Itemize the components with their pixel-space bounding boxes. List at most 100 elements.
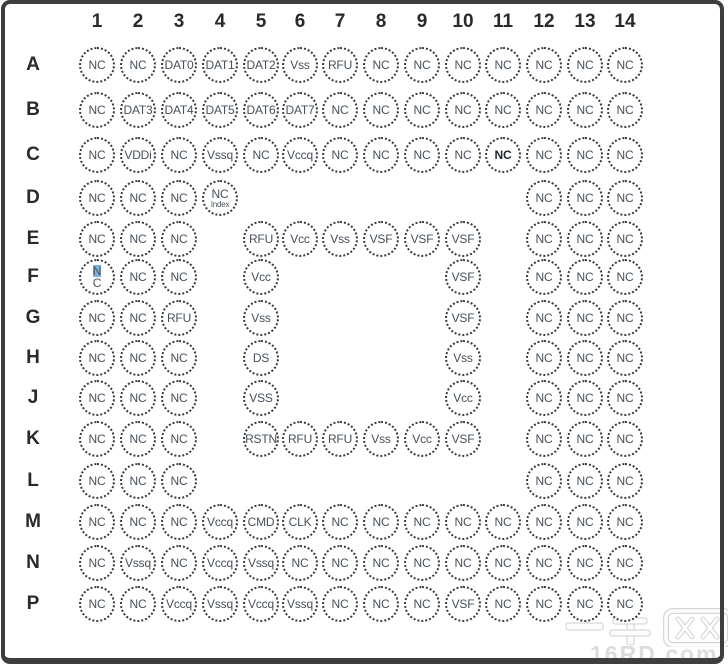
ball-K13: NC	[567, 421, 603, 457]
column-label-6: 6	[294, 11, 306, 32]
ball-B1: NC	[79, 92, 115, 128]
ball-N12: NC	[526, 545, 562, 581]
row-label-N: N	[26, 552, 40, 573]
ball-P10: VSF	[445, 586, 481, 622]
ball-M12: NC	[526, 504, 562, 540]
ball-C5: NC	[243, 137, 279, 173]
ball-K12: NC	[526, 421, 562, 457]
ball-M11: NC	[485, 504, 521, 540]
column-label-12: 12	[533, 11, 555, 32]
ball-F14: NC	[607, 259, 643, 295]
ball-C7: NC	[322, 137, 358, 173]
ball-M10: NC	[445, 504, 481, 540]
ball-A2: NC	[120, 47, 156, 83]
ball-C3: NC	[161, 137, 197, 173]
ball-B7: NC	[322, 92, 358, 128]
ball-H2: NC	[120, 340, 156, 376]
row-label-F: F	[27, 266, 39, 287]
ball-D4: NC Index	[202, 180, 238, 216]
ball-D1: NC	[79, 180, 115, 216]
ball-N2: Vssq	[120, 545, 156, 581]
ball-N9: NC	[404, 545, 440, 581]
ball-N3: NC	[161, 545, 197, 581]
ball-H13: NC	[567, 340, 603, 376]
row-label-P: P	[26, 593, 40, 614]
row-label-E: E	[26, 228, 40, 249]
ball-A9: NC	[404, 47, 440, 83]
ball-E1: NC	[79, 221, 115, 257]
ball-K2: NC	[120, 421, 156, 457]
ball-B10: NC	[445, 92, 481, 128]
ball-B11: NC	[485, 92, 521, 128]
ball-C11: NC	[485, 137, 521, 173]
ball-A7: RFU	[322, 47, 358, 83]
ball-E9: VSF	[404, 221, 440, 257]
ball-A10: NC	[445, 47, 481, 83]
ball-H5: DS	[243, 340, 279, 376]
ball-B14: NC	[607, 92, 643, 128]
ball-J10: Vcc	[445, 380, 481, 416]
ball-G5: Vss	[243, 300, 279, 336]
ball-N7: NC	[322, 545, 358, 581]
ball-C8: NC	[363, 137, 399, 173]
ball-B8: NC	[363, 92, 399, 128]
ball-C9: NC	[404, 137, 440, 173]
ball-M9: NC	[404, 504, 440, 540]
ball-D2: NC	[120, 180, 156, 216]
ball-K8: Vss	[363, 421, 399, 457]
ball-K5: RSTN	[243, 421, 279, 457]
ball-K1: NC	[79, 421, 115, 457]
ball-E10: VSF	[445, 221, 481, 257]
ball-G3: RFU	[161, 300, 197, 336]
ball-P9: NC	[404, 586, 440, 622]
ball-L1: NC	[79, 463, 115, 499]
column-label-2: 2	[132, 11, 144, 32]
ball-J2: NC	[120, 380, 156, 416]
ball-P4: Vssq	[202, 586, 238, 622]
ball-P6: Vssq	[282, 586, 318, 622]
ball-E14: NC	[607, 221, 643, 257]
ball-M8: NC	[363, 504, 399, 540]
ball-P5: Vccq	[243, 586, 279, 622]
ball-J1: NC	[79, 380, 115, 416]
ball-N6: NC	[282, 545, 318, 581]
ball-A8: NC	[363, 47, 399, 83]
ball-J13: NC	[567, 380, 603, 416]
ball-M7: NC	[322, 504, 358, 540]
ball-M1: NC	[79, 504, 115, 540]
ball-F2: NC	[120, 259, 156, 295]
ball-N8: NC	[363, 545, 399, 581]
ball-G2: NC	[120, 300, 156, 336]
ball-C4: Vssq	[202, 137, 238, 173]
ball-B2: DAT3	[120, 92, 156, 128]
ball-P8: NC	[363, 586, 399, 622]
ball-C2: VDDi	[120, 137, 156, 173]
ball-E2: NC	[120, 221, 156, 257]
ball-A13: NC	[567, 47, 603, 83]
ball-E8: VSF	[363, 221, 399, 257]
ball-E6: Vcc	[282, 221, 318, 257]
ball-G10: VSF	[445, 300, 481, 336]
ball-G13: NC	[567, 300, 603, 336]
ball-D13: NC	[567, 180, 603, 216]
ball-A11: NC	[485, 47, 521, 83]
ball-P12: NC	[526, 586, 562, 622]
ball-M6: CLK	[282, 504, 318, 540]
row-label-A: A	[26, 54, 40, 75]
ball-G12: NC	[526, 300, 562, 336]
column-label-4: 4	[214, 11, 226, 32]
column-label-5: 5	[255, 11, 267, 32]
ball-L13: NC	[567, 463, 603, 499]
ball-H3: NC	[161, 340, 197, 376]
row-label-K: K	[26, 428, 40, 449]
ball-G1: NC	[79, 300, 115, 336]
ball-N5: Vssq	[243, 545, 279, 581]
column-label-10: 10	[452, 11, 474, 32]
ball-A4: DAT1	[202, 47, 238, 83]
ball-B9: NC	[404, 92, 440, 128]
ball-D12: NC	[526, 180, 562, 216]
ball-P7: NC	[322, 586, 358, 622]
ball-sublabel: Index	[210, 199, 230, 209]
